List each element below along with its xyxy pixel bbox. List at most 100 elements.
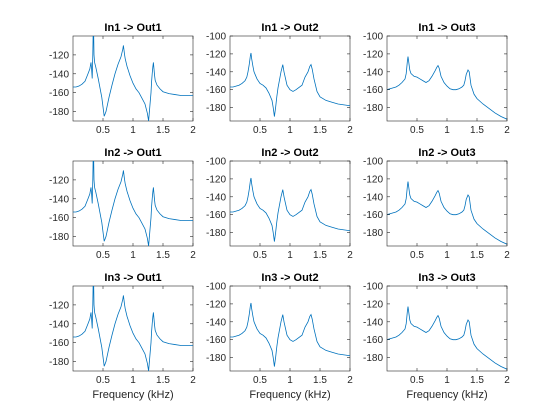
y-tick-label: -160 [363,85,383,96]
y-tick-label: -120 [363,49,383,60]
plot-area [229,285,351,372]
subplot-title: In2 -> Out1 [104,147,161,159]
subplot-title: In3 -> Out2 [261,272,318,284]
subplot-title: In1 -> Out1 [104,22,161,34]
subplot-1-1: 0.5 1 1.5 2 -180 -160 -140 -120 In1 -> Out1 [49,22,196,136]
subplot-1-3: 0.5 1 1.5 2 -180 -160 -140 -120 -100 In1 -> Out3 [363,22,510,136]
x-tick-label: 1.5 [313,375,327,386]
x-tick-label: 0.5 [253,375,267,386]
y-tick-label: -120 [49,50,69,61]
x-tick-label: 1.5 [313,125,327,136]
series-line [230,177,350,242]
x-tick-label: 1 [130,125,136,136]
subplot-title: In1 -> Out2 [261,22,318,34]
subplot-2-2: 0.5 1 1.5 2 -180 -160 -140 -120 -100 In2 -> Out2 [206,147,353,261]
y-tick-label: -180 [206,228,226,239]
x-tick-label: 0.5 [253,125,267,136]
y-tick-label: -140 [206,192,226,203]
x-tick-label: 0.5 [410,250,424,261]
y-tick-label: -120 [206,49,226,60]
subplot-3-2: 0.5 1 1.5 2 -180 -160 -140 -120 -100 In3 -> Out2 F… [206,272,353,401]
y-tick-label: -120 [206,174,226,185]
plot-area [72,160,194,247]
plot-area [72,285,194,372]
y-tick-label: -140 [49,194,69,205]
x-tick-label: 2 [190,125,196,136]
series-line [230,302,350,367]
y-tick-label: -180 [49,107,69,118]
y-tick-label: -160 [206,335,226,346]
subplot-title: In2 -> Out2 [261,147,318,159]
x-tick-label: 1 [444,250,450,261]
series-line [73,286,193,371]
subplot-2-1: 0.5 1 1.5 2 -180 -160 -140 -120 In2 -> Out1 [49,147,196,261]
y-tick-label: -180 [363,228,383,239]
x-tick-label: 0.5 [410,125,424,136]
x-tick-label: 1.5 [470,250,484,261]
y-tick-label: -120 [49,300,69,311]
subplot-title: In2 -> Out3 [418,147,475,159]
y-tick-label: -160 [49,338,69,349]
x-tick-label: 1 [287,250,293,261]
plot-area [229,35,351,122]
y-tick-label: -100 [363,282,383,293]
y-tick-label: -120 [49,175,69,186]
x-tick-label: 1.5 [470,125,484,136]
x-tick-label: 2 [347,250,353,261]
y-tick-label: -140 [49,319,69,330]
y-tick-label: -120 [363,174,383,185]
y-tick-label: -180 [206,103,226,114]
subplot-3-1: 0.5 1 1.5 2 -180 -160 -140 -120 In3 -> Out1 Frequ… [49,272,196,401]
x-tick-label: 1.5 [156,125,170,136]
y-tick-label: -100 [363,157,383,168]
x-tick-label: 0.5 [253,250,267,261]
y-tick-label: -180 [206,353,226,364]
x-tick-label: 1 [130,375,136,386]
y-tick-label: -180 [49,357,69,368]
x-tick-label: 0.5 [96,375,110,386]
x-tick-label: 1.5 [313,250,327,261]
y-tick-label: -100 [206,32,226,43]
x-tick-label: 0.5 [410,375,424,386]
x-tick-label: 1 [444,375,450,386]
y-tick-label: -140 [363,317,383,328]
x-tick-label: 2 [504,125,510,136]
y-tick-label: -180 [363,103,383,114]
y-tick-label: -140 [363,192,383,203]
x-axis-label: Frequency (kHz) [92,389,173,401]
x-tick-label: 1.5 [156,250,170,261]
subplot-title: In3 -> Out3 [418,272,475,284]
subplot-1-2: 0.5 1 1.5 2 -180 -160 -140 -120 -100 In1 -> Out2 [206,22,353,136]
x-tick-label: 2 [504,250,510,261]
x-tick-label: 1 [287,375,293,386]
plot-area [229,160,351,247]
y-tick-label: -140 [49,69,69,80]
subplot-3-3: 0.5 1 1.5 2 -180 -160 -140 -120 -100 In3 -> Out3 F… [363,272,510,401]
x-tick-label: 0.5 [96,125,110,136]
y-tick-label: -160 [363,210,383,221]
x-tick-label: 2 [190,250,196,261]
x-tick-label: 2 [504,375,510,386]
y-tick-label: -100 [206,282,226,293]
y-tick-label: -140 [363,67,383,78]
y-tick-label: -160 [363,335,383,346]
plot-area [72,35,194,122]
y-tick-label: -140 [206,67,226,78]
y-tick-label: -180 [49,232,69,243]
y-tick-label: -100 [206,157,226,168]
x-axis-label: Frequency (kHz) [249,389,330,401]
subplot-title: In1 -> Out3 [418,22,475,34]
y-tick-label: -120 [363,299,383,310]
x-tick-label: 2 [347,125,353,136]
x-tick-label: 1 [130,250,136,261]
series-line [73,36,193,121]
subplot-title: In3 -> Out1 [104,272,161,284]
y-tick-label: -160 [49,213,69,224]
y-tick-label: -160 [206,210,226,221]
x-tick-label: 1.5 [470,375,484,386]
x-tick-label: 1 [287,125,293,136]
series-line [387,56,507,120]
subplot-2-3: 0.5 1 1.5 2 -180 -160 -140 -120 -100 In2 -> Out3 [363,147,510,261]
series-line [230,52,350,117]
